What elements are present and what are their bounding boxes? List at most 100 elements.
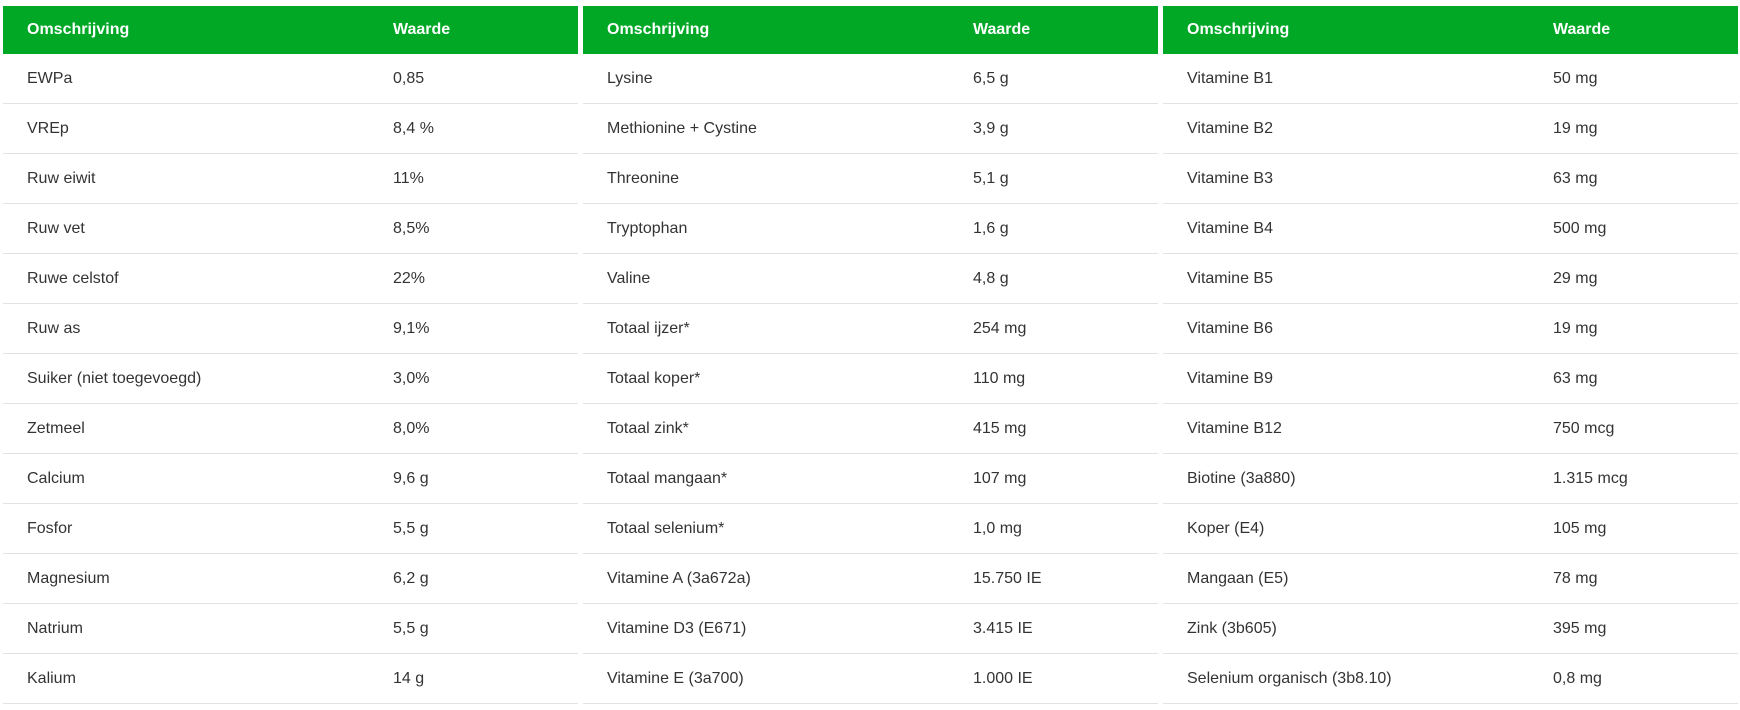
table-row: Vitamine B5 29 mg <box>1163 254 1738 304</box>
row-description: Vitamine B2 <box>1187 119 1273 137</box>
row-value: 14 g <box>393 669 425 687</box>
row-description: Vitamine B3 <box>1187 169 1273 187</box>
row-description: Totaal zink* <box>607 419 689 437</box>
table-row: Suiker (niet toegevoegd) 3,0% <box>3 354 578 404</box>
table-row: Zetmeel 8,0% <box>3 404 578 454</box>
row-description: Biotine (3a880) <box>1187 469 1296 487</box>
row-description: Fosfor <box>27 519 73 537</box>
row-value: 11% <box>393 169 424 187</box>
table-row: Ruw vet 8,5% <box>3 204 578 254</box>
row-value: 4,8 g <box>973 269 1009 287</box>
table-row: Zink (3b605) 395 mg <box>1163 604 1738 654</box>
table-row: Calcium 9,6 g <box>3 454 578 504</box>
header-waarde: Waarde <box>973 21 1031 38</box>
row-description: Ruw as <box>27 319 81 337</box>
row-description: Natrium <box>27 619 84 637</box>
row-value: 22% <box>393 269 426 287</box>
row-value: 750 mcg <box>1553 419 1615 437</box>
header-omschrijving: Omschrijving <box>1187 21 1290 38</box>
row-value: 8,4 % <box>393 119 434 137</box>
table-row: Natrium 5,5 g <box>3 604 578 654</box>
table-row: Ruw eiwit 11% <box>3 154 578 204</box>
header-waarde: Waarde <box>393 21 451 38</box>
table-row: Vitamine B6 19 mg <box>1163 304 1738 354</box>
row-value: 1,6 g <box>973 219 1009 237</box>
table-row: Vitamine B3 63 mg <box>1163 154 1738 204</box>
row-value: 19 mg <box>1553 319 1598 337</box>
table-row: Magnesium 6,2 g <box>3 554 578 604</box>
row-value: 105 mg <box>1553 519 1607 537</box>
row-description: Vitamine D3 (E671) <box>607 619 747 637</box>
row-value: 0,8 mg <box>1553 669 1602 687</box>
table-row: Vitamine D3 (E671) 3.415 IE <box>583 604 1158 654</box>
row-description: Ruw vet <box>27 219 85 237</box>
table-row: Vitamine B12 750 mcg <box>1163 404 1738 454</box>
table-row: Kalium 14 g <box>3 654 578 704</box>
table-row: EWPa 0,85 <box>3 54 578 104</box>
row-description: Threonine <box>607 169 680 187</box>
row-description: Vitamine B12 <box>1187 419 1282 437</box>
row-description: Vitamine A (3a672a) <box>607 569 751 587</box>
row-description: Tryptophan <box>607 219 688 237</box>
row-description: Mangaan (E5) <box>1187 569 1289 587</box>
row-description: Lysine <box>607 69 653 87</box>
row-description: Ruwe celstof <box>27 269 119 287</box>
table-row: Mangaan (E5) 78 mg <box>1163 554 1738 604</box>
table-row: VREp 8,4 % <box>3 104 578 154</box>
row-value: 6,5 g <box>973 69 1009 87</box>
row-description: Vitamine B4 <box>1187 219 1273 237</box>
table-row: Totaal zink* 415 mg <box>583 404 1158 454</box>
row-value: 9,6 g <box>393 469 429 487</box>
table-row: Totaal koper* 110 mg <box>583 354 1158 404</box>
row-description: Vitamine B9 <box>1187 369 1273 387</box>
row-description: Totaal selenium* <box>607 519 725 537</box>
table-row: Ruw as 9,1% <box>3 304 578 354</box>
row-value: 78 mg <box>1553 569 1598 587</box>
row-value: 110 mg <box>973 369 1026 387</box>
table-row: Vitamine B2 19 mg <box>1163 104 1738 154</box>
row-value: 254 mg <box>973 319 1027 337</box>
row-value: 107 mg <box>973 469 1027 487</box>
row-description: Zink (3b605) <box>1187 619 1277 637</box>
row-value: 19 mg <box>1553 119 1598 137</box>
row-value: 9,1% <box>393 319 430 337</box>
row-value: 3,0% <box>393 369 430 387</box>
row-description: Calcium <box>27 469 85 487</box>
table-row: Vitamine B1 50 mg <box>1163 54 1738 104</box>
table-header: Omschrijving Waarde <box>1163 6 1738 54</box>
table-row: Selenium organisch (3b8.10) 0,8 mg <box>1163 654 1738 704</box>
table-row: Tryptophan 1,6 g <box>583 204 1158 254</box>
nutrition-table-2: Omschrijving Waarde Lysine 6,5 g Methionine … <box>583 6 1158 704</box>
nutrition-table-3: Omschrijving Waarde Vitamine B1 50 mg Vitami… <box>1163 6 1738 704</box>
row-value: 415 mg <box>973 419 1027 437</box>
table-row: Methionine + Cystine 3,9 g <box>583 104 1158 154</box>
table-header: Omschrijving Waarde <box>583 6 1158 54</box>
row-value: 3,9 g <box>973 119 1009 137</box>
row-value: 5,5 g <box>393 619 429 637</box>
table-row: Vitamine E (3a700) 1.000 IE <box>583 654 1158 704</box>
row-value: 1,0 mg <box>973 519 1022 537</box>
row-description: Vitamine B5 <box>1187 269 1273 287</box>
table-row: Valine 4,8 g <box>583 254 1158 304</box>
row-description: Ruw eiwit <box>27 169 96 187</box>
table-row: Biotine (3a880) 1.315 mcg <box>1163 454 1738 504</box>
header-omschrijving: Omschrijving <box>27 21 130 38</box>
table-row: Totaal selenium* 1,0 mg <box>583 504 1158 554</box>
row-description: Selenium organisch (3b8.10) <box>1187 669 1392 687</box>
header-omschrijving: Omschrijving <box>607 21 710 38</box>
table-row: Fosfor 5,5 g <box>3 504 578 554</box>
row-value: 63 mg <box>1553 169 1598 187</box>
header-waarde: Waarde <box>1553 21 1611 38</box>
row-description: Valine <box>607 269 651 287</box>
table-row: Vitamine B4 500 mg <box>1163 204 1738 254</box>
table-row: Vitamine A (3a672a) 15.750 IE <box>583 554 1158 604</box>
row-value: 395 mg <box>1553 619 1607 637</box>
row-description: Kalium <box>27 669 76 687</box>
row-description: Totaal mangaan* <box>607 469 728 487</box>
table-row: Threonine 5,1 g <box>583 154 1158 204</box>
row-value: 500 mg <box>1553 219 1607 237</box>
table-row: Totaal mangaan* 107 mg <box>583 454 1158 504</box>
table-row: Koper (E4) 105 mg <box>1163 504 1738 554</box>
row-description: Vitamine B6 <box>1187 319 1273 337</box>
row-value: 29 mg <box>1553 269 1598 287</box>
